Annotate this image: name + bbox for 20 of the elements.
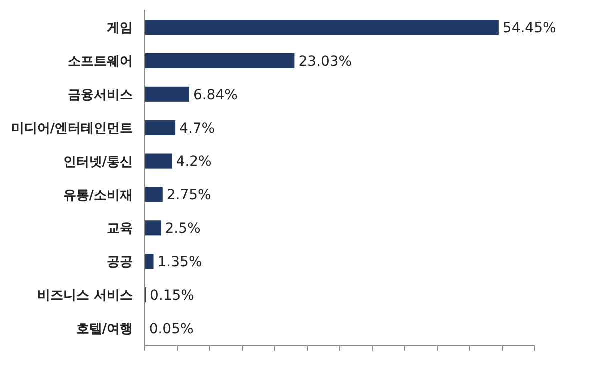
- data-label: 4.2%: [176, 154, 212, 170]
- data-label: 2.5%: [165, 221, 201, 238]
- y-tick-label: 비즈니스 서비스: [37, 288, 133, 304]
- y-tick-label: 인터넷/통신: [63, 154, 133, 170]
- y-tick-label: 금융서비스: [68, 88, 133, 103]
- y-tick-label: 공공: [107, 255, 133, 270]
- data-label: 4.7%: [180, 120, 216, 137]
- data-label: 0.15%: [150, 288, 194, 304]
- y-tick-label: 호텔/여행: [76, 322, 133, 337]
- data-label: 1.35%: [158, 254, 202, 270]
- y-tick-label: 교육: [107, 222, 133, 237]
- y-tick-label: 미디어/엔터테인먼트: [11, 121, 133, 136]
- data-label: 54.45%: [502, 20, 556, 36]
- data-label: 6.84%: [193, 87, 238, 104]
- data-label: 2.75%: [166, 188, 212, 204]
- data-label: 0.05%: [149, 321, 194, 338]
- y-tick-label: 게임: [107, 21, 133, 36]
- y-tick-label: 유통/소비재: [63, 188, 133, 204]
- data-label: 23.03%: [298, 54, 352, 70]
- y-tick-label: 소프트웨어: [68, 54, 133, 70]
